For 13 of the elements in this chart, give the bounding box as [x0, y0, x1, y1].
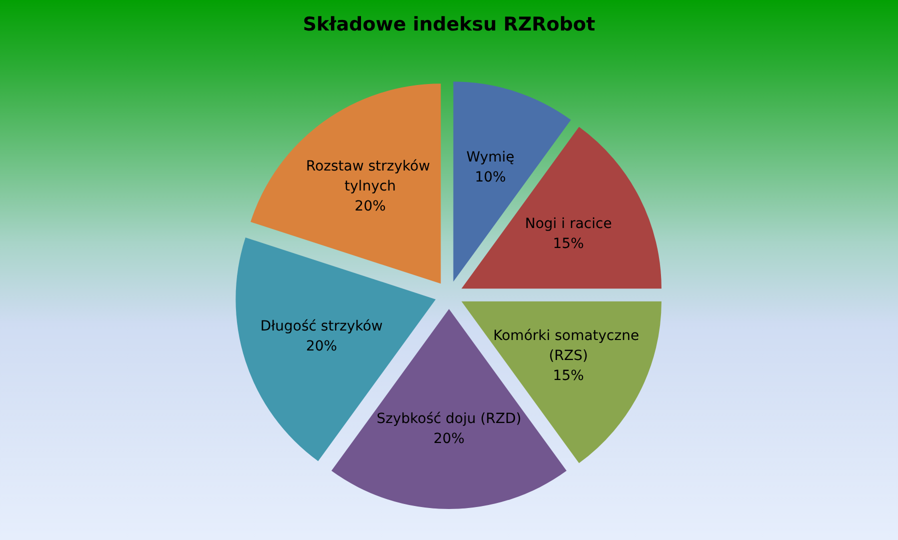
chart-title: Składowe indeksu RZRobot	[302, 14, 596, 36]
slice-label: Rozstaw strzyków tylnych	[306, 158, 434, 195]
data-label: 15%	[552, 368, 584, 384]
slice-label: Szybkość doju (RZD)	[376, 411, 522, 427]
slice-label: Wymię	[466, 150, 514, 166]
data-label: 20%	[354, 198, 386, 215]
data-label: 15%	[552, 236, 584, 252]
slice-label: Komórki somatyczne (RZS)	[493, 328, 644, 364]
data-label: 20%	[433, 431, 465, 447]
slice-label: Nogi i racice	[524, 216, 612, 232]
slice-label: Długość strzyków	[260, 318, 383, 334]
data-label: 20%	[306, 338, 338, 354]
data-label: 10%	[474, 170, 506, 186]
